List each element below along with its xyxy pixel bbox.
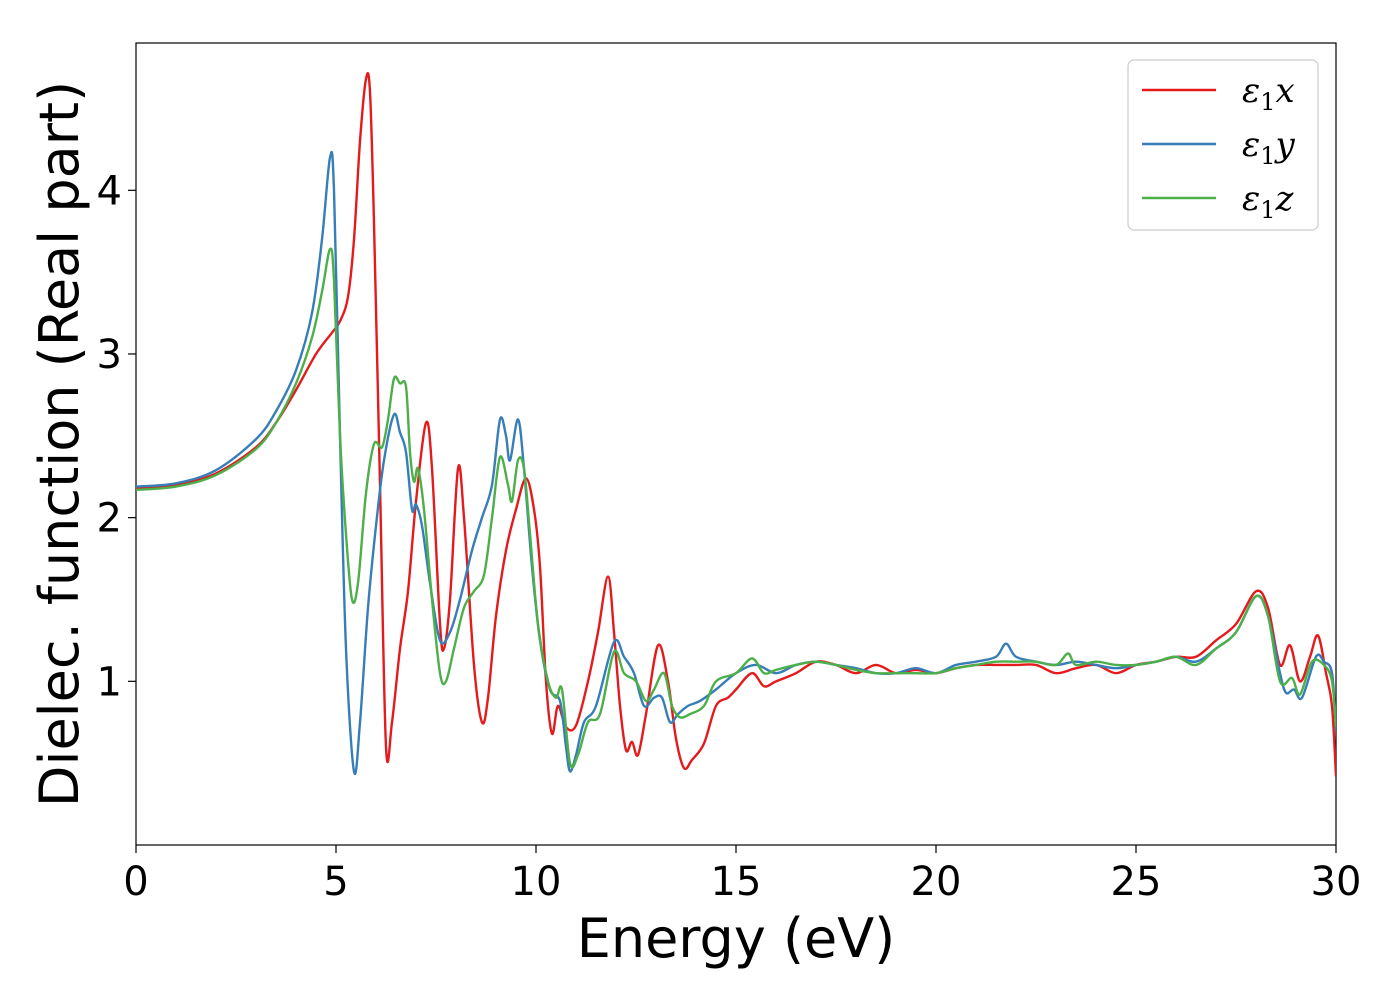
x-tick-label: 10 (511, 859, 562, 905)
x-axis-label: Energy (eV) (577, 907, 896, 970)
x-tick-label: 5 (323, 859, 348, 905)
legend-label-z: ε1z (1242, 179, 1295, 224)
series-line-z (136, 247, 1336, 769)
legend-label-x: ε1x (1242, 71, 1295, 116)
y-axis-ticks: 1 2 3 4 (97, 168, 136, 705)
series-line-y (136, 150, 1336, 775)
legend-box (1127, 59, 1319, 231)
x-tick-label: 30 (1311, 859, 1362, 905)
x-tick-label: 25 (1111, 859, 1162, 905)
y-tick-label: 2 (97, 496, 122, 542)
y-tick-label: 1 (97, 659, 122, 705)
x-tick-label: 15 (711, 859, 762, 905)
legend-label-y: ε1y (1242, 125, 1296, 170)
y-tick-label: 3 (97, 332, 122, 378)
y-axis-label: Dielec. function (Real part) (28, 81, 91, 807)
legend: ε1x ε1y ε1z (1127, 59, 1319, 231)
x-tick-label: 0 (123, 859, 148, 905)
y-tick-label: 4 (97, 168, 122, 214)
x-tick-label: 20 (911, 859, 962, 905)
x-axis-ticks: 0 5 10 15 20 25 30 (123, 845, 1361, 905)
series-layer (136, 72, 1336, 777)
